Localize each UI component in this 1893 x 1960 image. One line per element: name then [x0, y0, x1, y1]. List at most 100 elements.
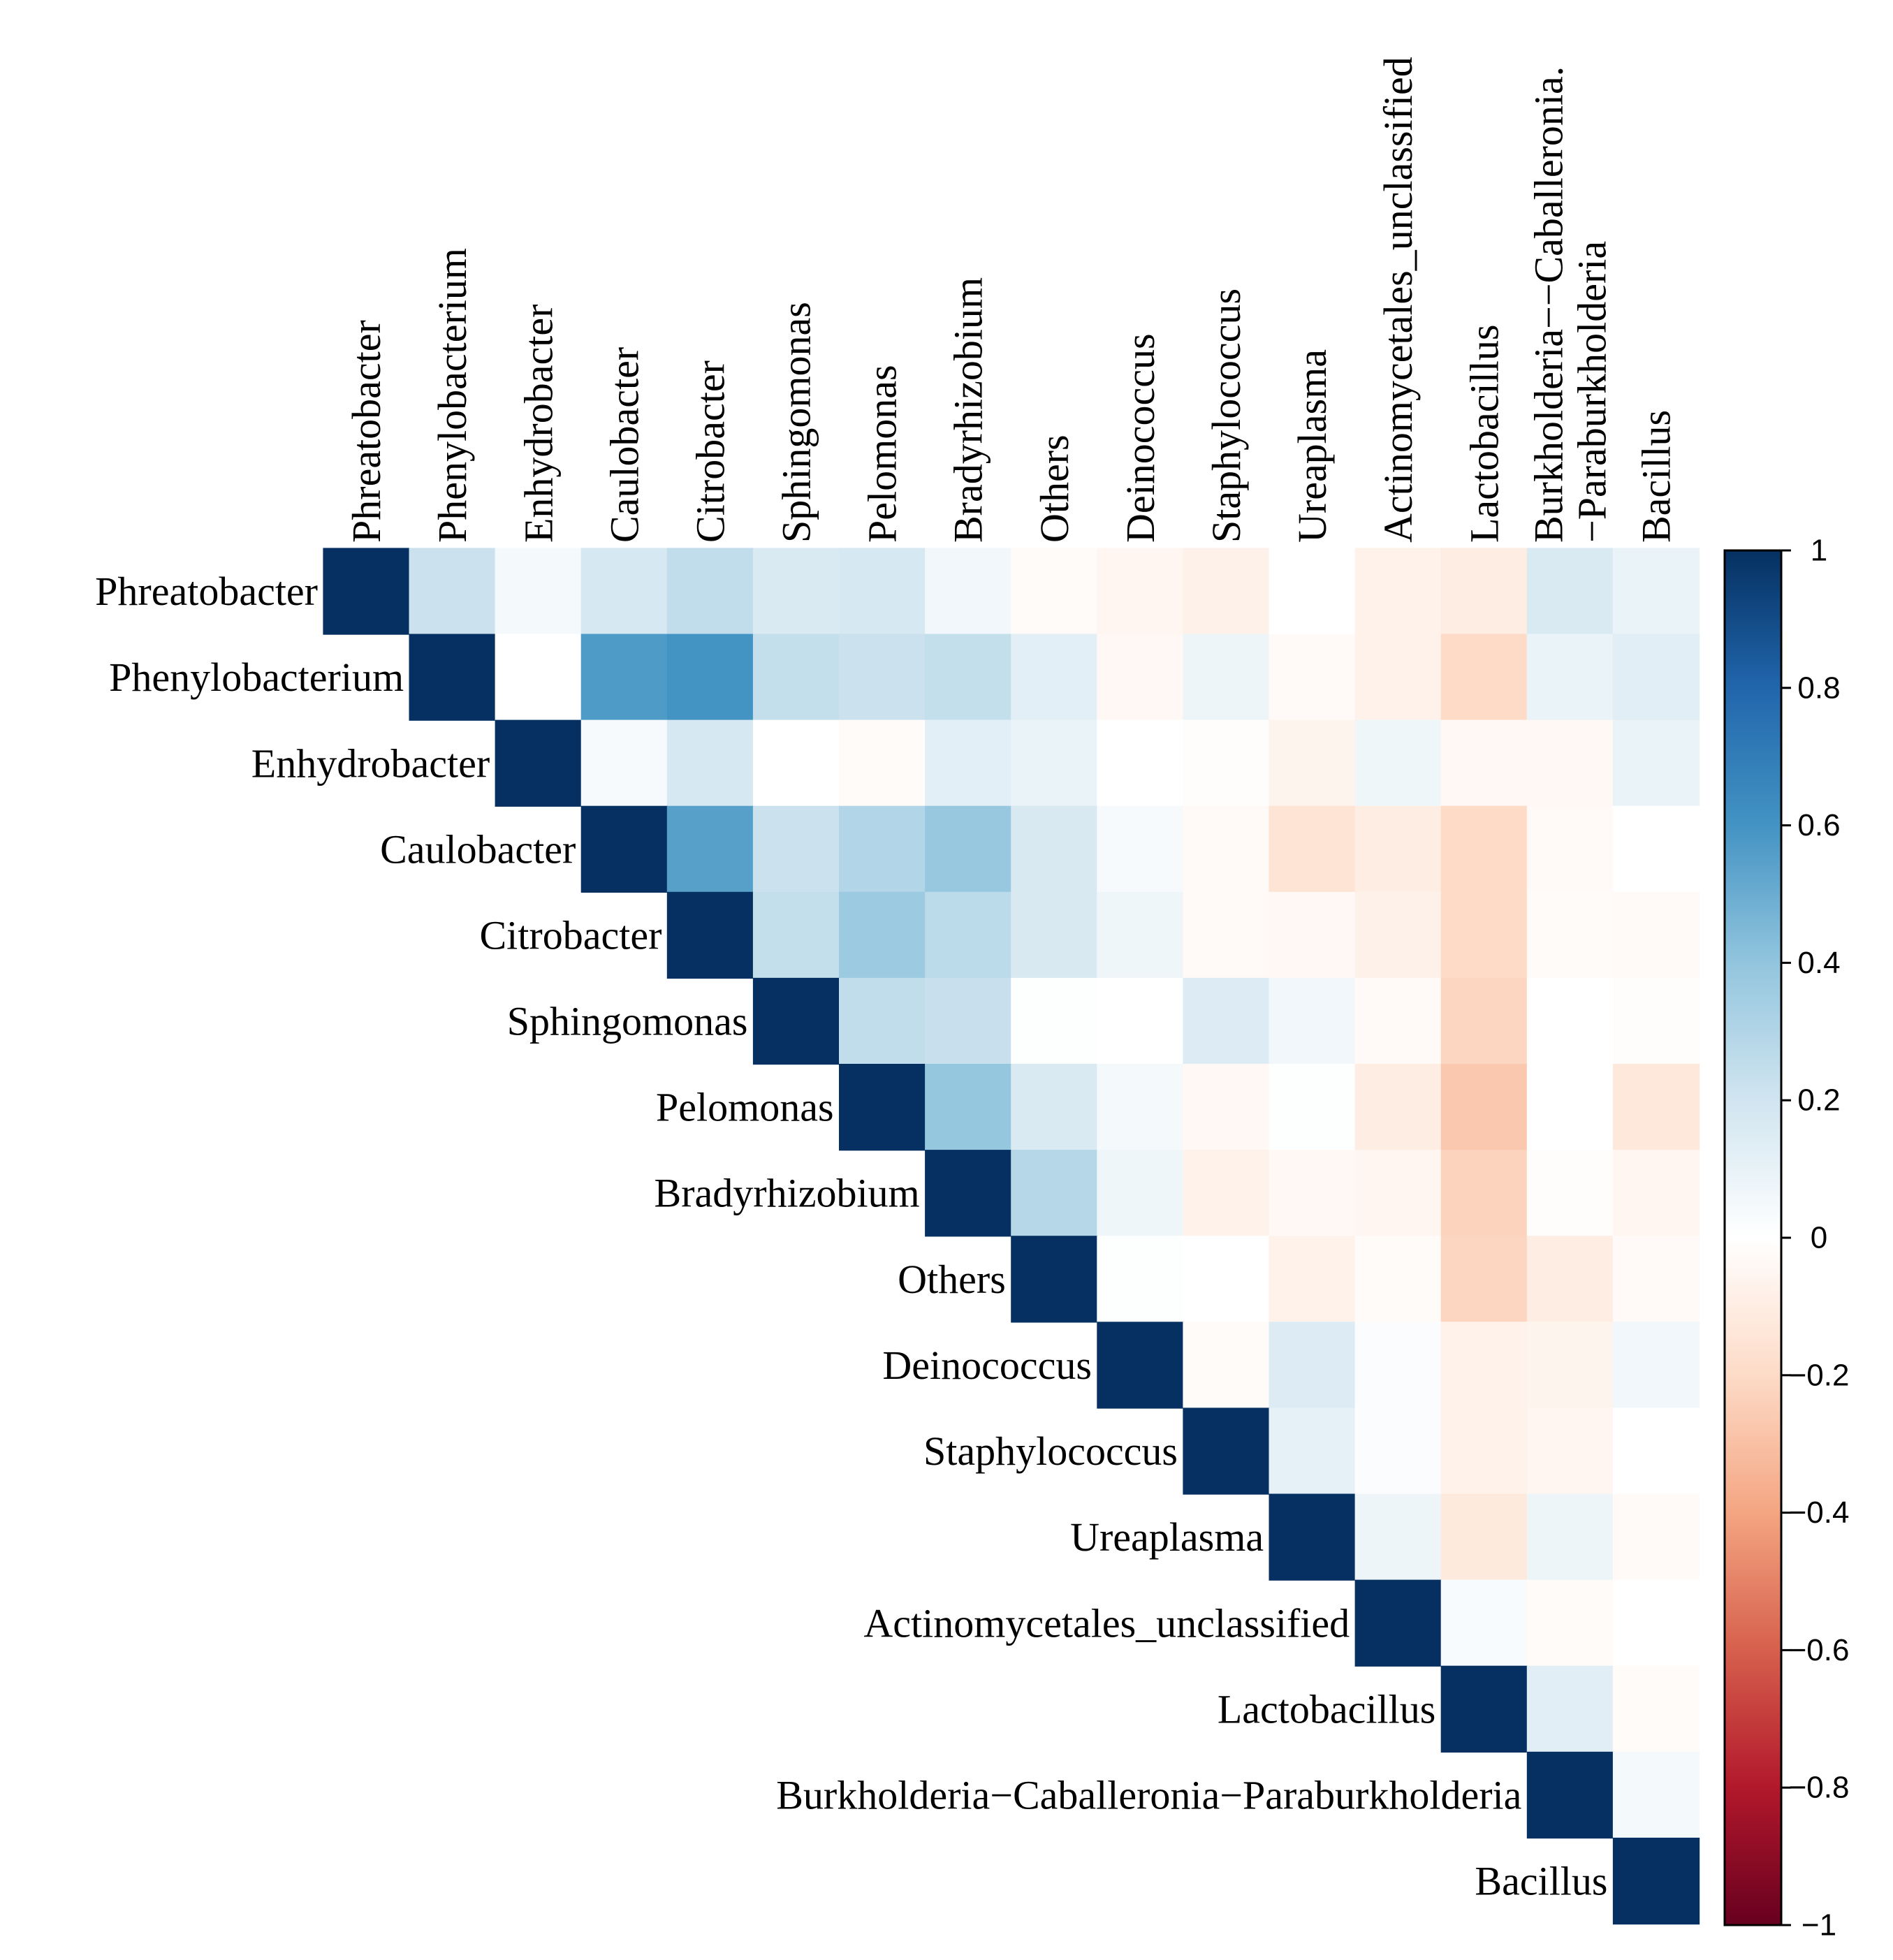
row-label: Bacillus [1475, 1859, 1607, 1904]
cell-3-14: Caulobacter / Burkholderia−−Caballeronia… [1526, 805, 1614, 893]
cell-0-10: Phreatobacter / Staphylococcus: -0.08 [1183, 548, 1270, 635]
cell-3-15: Caulobacter / Bacillus: 0 [1612, 805, 1700, 893]
cell-7-8: Bradyrhizobium / Others: 0.29 [1011, 1150, 1098, 1237]
column-label: Citrobacter [687, 360, 733, 543]
cell-0-7: Phreatobacter / Bradyrhizobium: 0.06 [925, 548, 1012, 635]
cell-15-15: Bacillus / Bacillus: 1 [1612, 1837, 1700, 1925]
cell-1-8: Phenylobacterium / Others: 0.12 [1011, 634, 1098, 721]
cell-8-12: Others / Actinomycetales_unclassified: -… [1354, 1236, 1442, 1323]
cell-8-8: Others / Others: 1 [1011, 1236, 1098, 1323]
cell-10-10: Staphylococcus / Staphylococcus: 1 [1183, 1407, 1270, 1495]
cell-4-14: Citrobacter / Burkholderia−−Caballeronia… [1526, 891, 1614, 979]
column-label-line-2: −Paraburkholderia [1569, 241, 1614, 543]
cell-7-15: Bradyrhizobium / Bacillus: -0.05 [1612, 1150, 1700, 1237]
cell-1-9: Phenylobacterium / Deinococcus: -0.04 [1097, 634, 1184, 721]
row-label: Burkholderia−Caballeronia−Paraburkholder… [776, 1772, 1521, 1818]
cell-2-11: Enhydrobacter / Ureaplasma: -0.06 [1269, 719, 1356, 807]
row-label: Lactobacillus [1218, 1686, 1435, 1732]
column-label: Staphylococcus [1204, 288, 1249, 543]
cell-4-15: Citrobacter / Bacillus: -0.03 [1612, 891, 1700, 979]
cell-0-15: Phreatobacter / Bacillus: 0.09 [1612, 548, 1700, 635]
cell-3-7: Caulobacter / Bradyrhizobium: 0.38 [925, 805, 1012, 893]
cell-3-13: Caulobacter / Lactobacillus: -0.2 [1440, 805, 1528, 893]
cell-1-15: Phenylobacterium / Bacillus: 0.13 [1612, 634, 1700, 721]
row-label: Phenylobacterium [109, 654, 404, 700]
cell-3-8: Caulobacter / Others: 0.17 [1011, 805, 1098, 893]
column-label: Deinococcus [1118, 333, 1163, 543]
row-label: Citrobacter [480, 913, 662, 958]
cell-8-14: Others / Burkholderia−−Caballeronia.−Par… [1526, 1236, 1614, 1323]
cell-2-2: Enhydrobacter / Enhydrobacter: 1 [495, 719, 582, 807]
column-label: Lactobacillus [1461, 325, 1507, 543]
column-label: Bacillus [1634, 410, 1679, 543]
colorbar-tick-label: −1 [1801, 1908, 1836, 1943]
cell-7-9: Bradyrhizobium / Deinococcus: 0.07 [1097, 1150, 1184, 1237]
cell-10-15: Staphylococcus / Bacillus: 0 [1612, 1407, 1700, 1495]
cell-2-9: Enhydrobacter / Deinococcus: 0 [1097, 719, 1184, 807]
cell-4-4: Citrobacter / Citrobacter: 1 [666, 891, 754, 979]
cell-8-11: Others / Ureaplasma: -0.07 [1269, 1236, 1356, 1323]
cell-1-14: Phenylobacterium / Burkholderia−−Caballe… [1526, 634, 1614, 721]
cell-1-6: Phenylobacterium / Pelomonas: 0.22 [839, 634, 926, 721]
cell-0-8: Phreatobacter / Others: -0.02 [1011, 548, 1098, 635]
cell-2-3: Enhydrobacter / Caulobacter: 0.04 [580, 719, 668, 807]
cell-6-11: Pelomonas / Ureaplasma: 0.01 [1269, 1064, 1356, 1151]
cell-0-9: Phreatobacter / Deinococcus: -0.05 [1097, 548, 1184, 635]
colorbar-tick-label: 0.6 [1797, 808, 1840, 842]
cell-12-14: Actinomycetales_unclassified / Burkholde… [1526, 1579, 1614, 1667]
cell-5-6: Sphingomonas / Pelomonas: 0.25 [839, 977, 926, 1065]
cell-3-9: Caulobacter / Deinococcus: 0.04 [1097, 805, 1184, 893]
cell-9-9: Deinococcus / Deinococcus: 1 [1097, 1322, 1184, 1409]
cell-6-10: Pelomonas / Staphylococcus: -0.04 [1183, 1064, 1270, 1151]
cell-1-2: Phenylobacterium / Enhydrobacter: 0 [495, 634, 582, 721]
cell-2-15: Enhydrobacter / Bacillus: 0.09 [1612, 719, 1700, 807]
cell-4-7: Citrobacter / Bradyrhizobium: 0.27 [925, 891, 1012, 979]
colorbar-tick-label: 0.4 [1797, 946, 1840, 980]
cell-5-13: Sphingomonas / Lactobacillus: -0.22 [1440, 977, 1528, 1065]
row-label: Caulobacter [380, 826, 576, 872]
cell-0-4: Phreatobacter / Citrobacter: 0.25 [666, 548, 754, 635]
cell-9-13: Deinococcus / Lactobacillus: -0.07 [1440, 1322, 1528, 1409]
colorbar-tick-label: −0.8 [1789, 1771, 1850, 1805]
cell-4-13: Citrobacter / Lactobacillus: -0.2 [1440, 891, 1528, 979]
cell-0-14: Phreatobacter / Burkholderia−−Caballeron… [1526, 548, 1614, 635]
cell-3-3: Caulobacter / Caulobacter: 1 [580, 805, 668, 893]
row-label: Actinomycetales_unclassified [863, 1600, 1350, 1646]
cell-4-6: Citrobacter / Pelomonas: 0.37 [839, 891, 926, 979]
row-label: Others [898, 1257, 1006, 1302]
cell-1-4: Phenylobacterium / Citrobacter: 0.6 [666, 634, 754, 721]
cell-14-14: Burkholderia−Caballeronia−Paraburkholder… [1526, 1751, 1614, 1839]
column-label: Sphingomonas [774, 302, 819, 543]
column-label: Bradyrhizobium [946, 277, 991, 543]
row-label: Staphylococcus [923, 1428, 1178, 1474]
colorbar-tick-label: −0.6 [1789, 1633, 1850, 1667]
column-label: Caulobacter [601, 347, 647, 543]
row-label: Sphingomonas [507, 999, 748, 1044]
cell-2-7: Enhydrobacter / Bradyrhizobium: 0.12 [925, 719, 1012, 807]
cell-11-15: Ureaplasma / Bacillus: -0.03 [1612, 1493, 1700, 1581]
cell-2-13: Enhydrobacter / Lactobacillus: -0.04 [1440, 719, 1528, 807]
colorbar-ticks: 1 0.8 0.6 0.4 0.2 0 −0.2 −0.4 −0.6 −0.8 −1 [1781, 534, 1849, 1943]
cell-11-13: Ureaplasma / Lactobacillus: -0.12 [1440, 1493, 1528, 1581]
colorbar-tick-label: 0.8 [1797, 671, 1840, 705]
cell-5-12: Sphingomonas / Actinomycetales_unclassif… [1354, 977, 1442, 1065]
cell-4-10: Citrobacter / Staphylococcus: -0.03 [1183, 891, 1270, 979]
cell-0-3: Phreatobacter / Caulobacter: 0.18 [580, 548, 668, 635]
cell-0-12: Phreatobacter / Actinomycetales_unclassi… [1354, 548, 1442, 635]
cell-2-4: Enhydrobacter / Citrobacter: 0.18 [666, 719, 754, 807]
cell-13-14: Lactobacillus / Burkholderia−−Caballeron… [1526, 1665, 1614, 1753]
row-label: Phreatobacter [95, 569, 318, 614]
cell-5-10: Sphingomonas / Staphylococcus: 0.15 [1183, 977, 1270, 1065]
cell-9-14: Deinococcus / Burkholderia−−Caballeronia… [1526, 1322, 1614, 1409]
cell-8-10: Others / Staphylococcus: 0 [1183, 1236, 1270, 1323]
cell-4-12: Citrobacter / Actinomycetales_unclassifi… [1354, 891, 1442, 979]
cell-2-6: Enhydrobacter / Pelomonas: -0.02 [839, 719, 926, 807]
cell-10-11: Staphylococcus / Ureaplasma: 0.11 [1269, 1407, 1356, 1495]
cell-1-13: Phenylobacterium / Lactobacillus: -0.2 [1440, 634, 1528, 721]
column-label: Others [1032, 434, 1077, 543]
row-label: Pelomonas [656, 1085, 834, 1130]
cell-0-2: Phreatobacter / Enhydrobacter: 0.05 [495, 548, 582, 635]
column-label: Actinomycetales_unclassified [1375, 57, 1421, 543]
cell-1-11: Phenylobacterium / Ureaplasma: -0.03 [1269, 634, 1356, 721]
cell-6-9: Pelomonas / Deinococcus: 0.05 [1097, 1064, 1184, 1151]
